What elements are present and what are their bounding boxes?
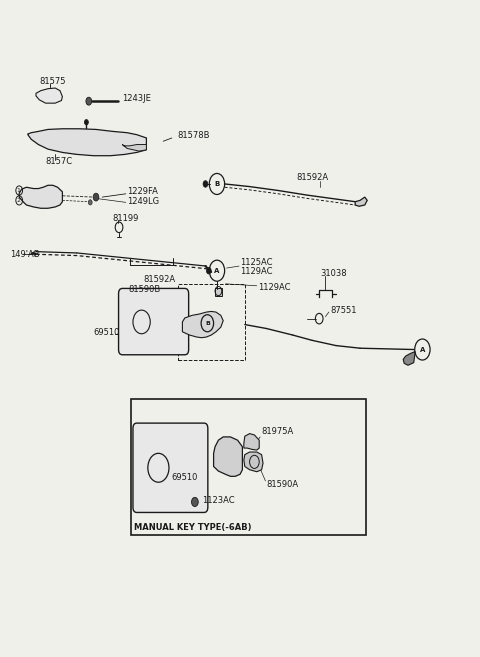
Polygon shape <box>355 197 367 206</box>
Polygon shape <box>36 88 62 103</box>
Text: 1249LG: 1249LG <box>127 196 159 206</box>
Text: B: B <box>205 321 210 326</box>
Polygon shape <box>31 252 36 256</box>
Text: 1229FA: 1229FA <box>127 187 158 196</box>
Text: 1243JE: 1243JE <box>122 94 151 103</box>
Circle shape <box>192 497 198 507</box>
Text: 81199: 81199 <box>113 214 139 223</box>
Text: 1129AC: 1129AC <box>240 267 273 276</box>
Text: 31038: 31038 <box>321 269 347 278</box>
Text: 81975A: 81975A <box>262 427 294 436</box>
Text: 81592A: 81592A <box>297 173 329 182</box>
Polygon shape <box>403 351 415 365</box>
Text: 81575: 81575 <box>39 77 66 86</box>
FancyBboxPatch shape <box>133 423 208 512</box>
Text: 2: 2 <box>16 198 20 203</box>
Text: 149'AB: 149'AB <box>10 250 39 260</box>
Polygon shape <box>122 145 146 151</box>
Polygon shape <box>19 185 62 208</box>
Circle shape <box>86 97 92 105</box>
Text: B: B <box>215 181 219 187</box>
Text: 1123AC: 1123AC <box>202 496 234 505</box>
Text: A: A <box>420 346 425 353</box>
Text: A: A <box>214 267 220 274</box>
Text: 1125AC: 1125AC <box>240 258 273 267</box>
Text: 8157C: 8157C <box>46 157 73 166</box>
Text: 81590A: 81590A <box>266 480 299 489</box>
Circle shape <box>84 120 88 125</box>
Text: 81592A: 81592A <box>143 275 175 284</box>
Circle shape <box>203 181 208 187</box>
Text: 69510: 69510 <box>94 328 120 337</box>
Circle shape <box>93 193 99 201</box>
Polygon shape <box>244 434 259 450</box>
Circle shape <box>88 200 92 205</box>
Text: 87551: 87551 <box>330 306 357 315</box>
Polygon shape <box>182 311 223 338</box>
FancyBboxPatch shape <box>119 288 189 355</box>
Polygon shape <box>244 452 263 472</box>
Polygon shape <box>214 437 242 476</box>
FancyBboxPatch shape <box>131 399 366 535</box>
Polygon shape <box>28 129 146 156</box>
Circle shape <box>206 267 211 274</box>
Text: 81590B: 81590B <box>129 285 161 294</box>
Text: MANUAL KEY TYPE(-6AB): MANUAL KEY TYPE(-6AB) <box>134 523 252 532</box>
Text: 1129AC: 1129AC <box>258 283 291 292</box>
Text: 69510: 69510 <box>172 473 198 482</box>
Text: 81578B: 81578B <box>178 131 210 141</box>
Text: 1: 1 <box>16 188 20 193</box>
FancyBboxPatch shape <box>215 288 222 296</box>
